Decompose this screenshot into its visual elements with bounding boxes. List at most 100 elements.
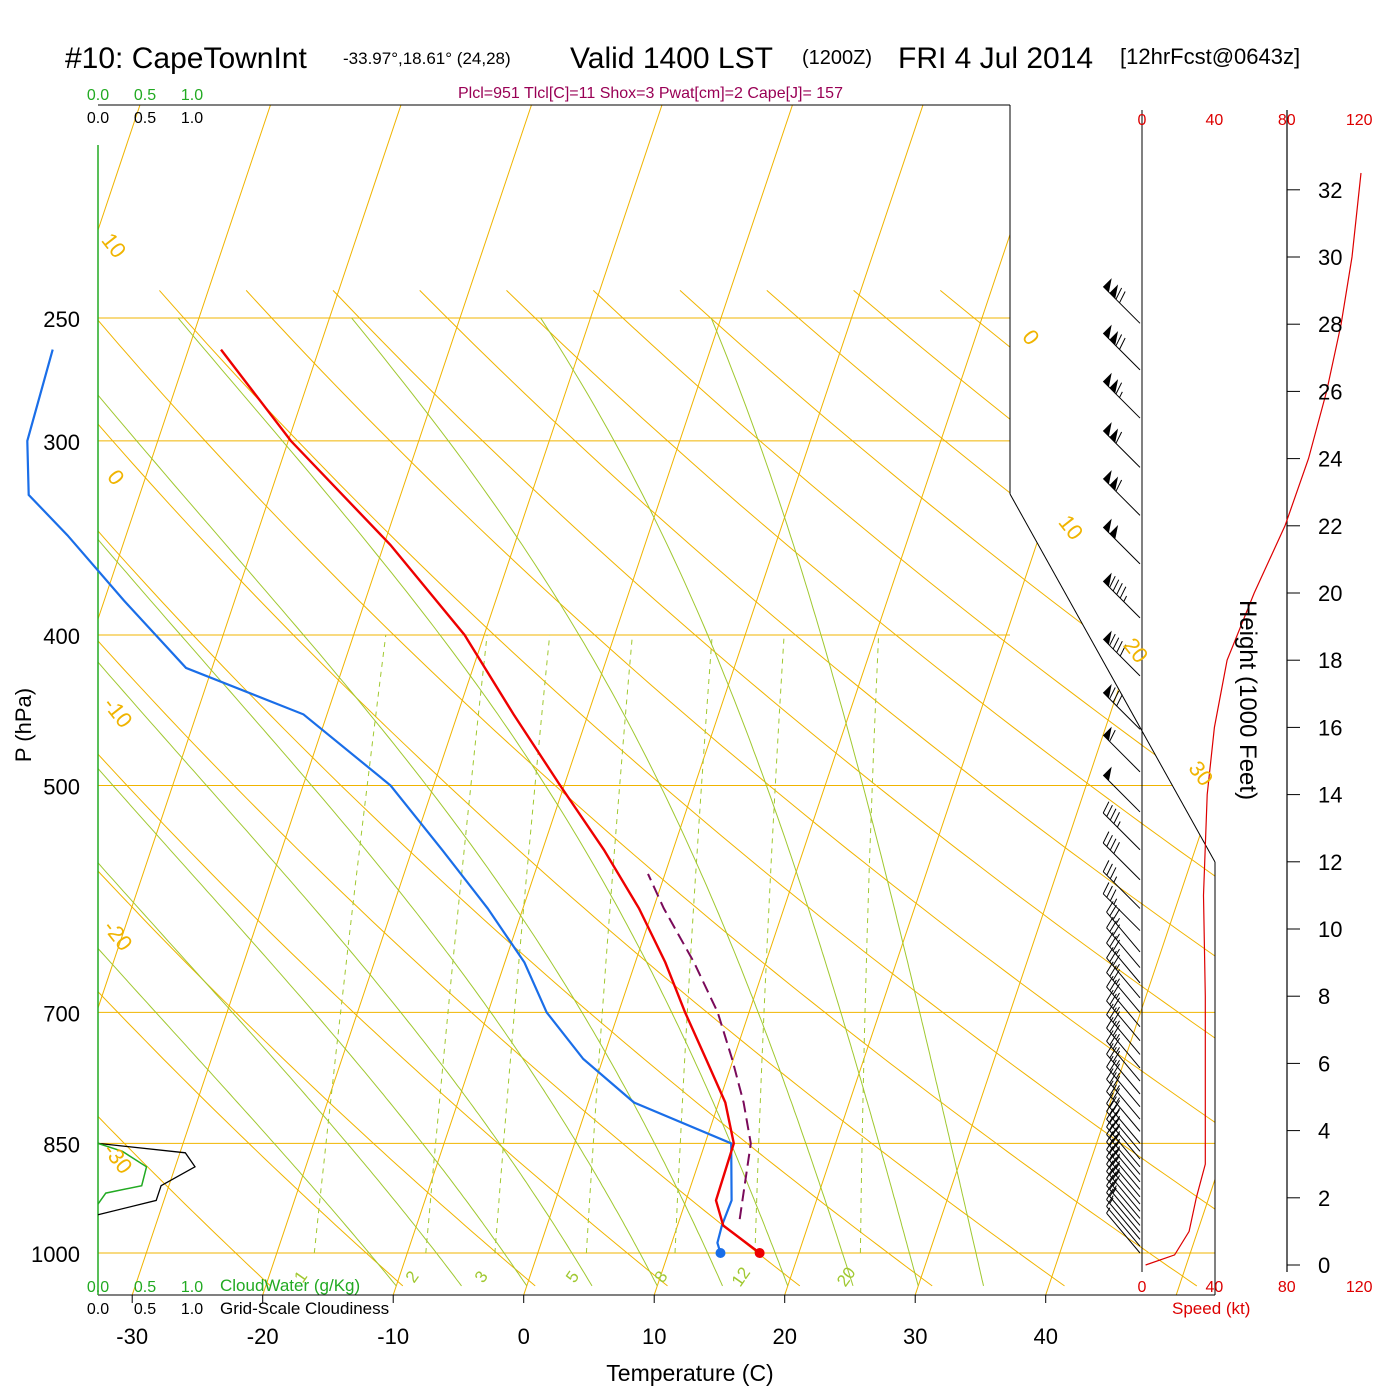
wind-barb-feather: [1109, 1007, 1117, 1019]
wind-barb-staff: [1106, 1192, 1141, 1233]
pressure-tick-label: 300: [43, 430, 80, 455]
dry-adiabat: [679, 290, 1215, 1287]
wind-barb-staff: [1106, 1118, 1141, 1160]
wind-barb: [1106, 975, 1141, 1028]
wind-barb-pennant: [1109, 379, 1119, 394]
wind-barb-feather: [1109, 1185, 1117, 1197]
wind-barb-staff: [1102, 842, 1141, 881]
wind-barb-pennant: [1103, 278, 1112, 293]
wind-barb-pennant: [1109, 428, 1119, 443]
wind-barb-staff: [1106, 1103, 1141, 1144]
mixing-ratio-line: [585, 634, 633, 1254]
wind-barb-half-feather: [1115, 992, 1120, 999]
station-coords: -33.97°,18.61° (24,28): [343, 49, 511, 68]
wind-barb-feather: [1106, 961, 1114, 973]
cloudwater-curve: [97, 1142, 148, 1205]
temperature-line: [220, 348, 761, 1254]
wind-barb-feather: [1112, 1024, 1121, 1036]
wind-barb-pennant: [1103, 324, 1112, 339]
wind-barb-staff: [1102, 332, 1141, 371]
dry-adiabat: [98, 290, 271, 1287]
mixing-ratio-line: [859, 634, 880, 1254]
isotherm-label: 0: [1017, 325, 1044, 350]
mixing-ratio-line: [313, 634, 387, 1254]
utc-time: (1200Z): [802, 47, 872, 69]
moist-adiabat: [98, 317, 528, 1287]
wind-barb-feather: [1112, 969, 1121, 981]
dry-adiabat: [98, 290, 1198, 1287]
wind-barb-feather: [1106, 1160, 1114, 1172]
wind-barb-half-feather: [1115, 1020, 1120, 1027]
wind-barb-feather: [1106, 1080, 1114, 1092]
wind-barb-pennant: [1109, 330, 1119, 346]
wind-barb-staff: [1106, 911, 1141, 953]
wind-barb-pennant: [1103, 422, 1112, 437]
wind-barb-feather: [1112, 997, 1121, 1009]
wind-barb: [1102, 518, 1141, 565]
moist-adiabat: [98, 317, 593, 1287]
dry-adiabat: [592, 290, 1215, 1287]
wind-barb: [1102, 324, 1141, 371]
wind-barb-half-feather: [1115, 1085, 1120, 1092]
forecast-info: [12hrFcst@0643z]: [1120, 44, 1300, 69]
wind-barb-feather: [1106, 1003, 1114, 1015]
wind-barb: [1102, 766, 1141, 813]
wind-barb-staff: [1102, 286, 1141, 324]
moist-adiabat: [98, 317, 462, 1287]
wind-barb-staff: [1106, 1066, 1141, 1108]
wind-barb-feather: [1109, 687, 1116, 700]
speed-tick-bottom: 40: [1206, 1279, 1224, 1296]
wind-barb-pennant: [1103, 766, 1112, 781]
wind-barb-feather: [1106, 1030, 1114, 1042]
dry-adiabat: [419, 290, 1215, 1287]
wind-barb-staff: [1106, 942, 1141, 984]
wind-barb-feather: [1109, 1059, 1117, 1071]
wind-barb-feather: [1106, 1167, 1114, 1179]
isotherm-line: [98, 105, 404, 1295]
wind-barb-feather: [1109, 633, 1116, 646]
wind-barb-half-feather: [1115, 978, 1120, 985]
cloud-axis-tick: 0.0: [87, 1301, 109, 1318]
wind-barb-feather: [1109, 979, 1117, 991]
wind-barb-feather: [1119, 337, 1126, 350]
dry-adiabat: [1374, 290, 1400, 1286]
wind-barb-pennant: [1103, 572, 1112, 587]
moist-adiabat: [98, 317, 723, 1287]
pressure-tick-label: 500: [43, 774, 80, 799]
wind-barb-feather: [1109, 1046, 1117, 1059]
wind-barb: [1106, 1080, 1141, 1132]
wind-barb-feather: [1102, 801, 1110, 814]
x-axis-title: Temperature (C): [606, 1360, 773, 1386]
wind-barb-feather: [1109, 1096, 1117, 1108]
wind-barb-feather: [1112, 579, 1120, 592]
wind-barb-pennant: [1109, 284, 1119, 299]
wind-barb-staff: [1106, 972, 1141, 1013]
wind-barb: [1106, 989, 1141, 1042]
wind-barb: [1102, 860, 1141, 909]
wind-barb-feather: [1115, 382, 1123, 395]
wind-barb-feather: [1106, 834, 1113, 847]
wind-barb-feather: [1119, 644, 1127, 657]
wind-barb-pennant: [1109, 525, 1119, 540]
cloud-axis-tick: 1.0: [181, 87, 203, 104]
height-axis-title: Height (1000 Feet): [1234, 600, 1261, 800]
pressure-tick-label: 250: [43, 307, 80, 332]
wind-barb-feather: [1106, 885, 1113, 898]
isotherm-label: -10: [98, 692, 137, 732]
mixing-ratio-label: 8: [651, 1268, 672, 1287]
wind-barb-feather: [1119, 586, 1127, 599]
wind-barb-feather: [1109, 1072, 1117, 1084]
wind-barb-feather: [1109, 993, 1117, 1005]
wind-barb: [1106, 1043, 1141, 1095]
wind-barb-staff: [1106, 1199, 1141, 1240]
height-tick-label: 20: [1318, 581, 1342, 606]
height-tick-label: 14: [1318, 783, 1342, 808]
wind-barb-feather: [1106, 1181, 1114, 1193]
pressure-tick-label: 850: [43, 1132, 80, 1157]
isotherm-label: 20: [1119, 633, 1154, 668]
dry-adiabat: [1026, 290, 1215, 1287]
mixing-ratio-label: 12: [728, 1264, 754, 1290]
wind-barb-feather: [1113, 842, 1120, 854]
wind-barb: [1106, 1055, 1141, 1108]
wind-barb-feather: [1112, 1088, 1121, 1100]
